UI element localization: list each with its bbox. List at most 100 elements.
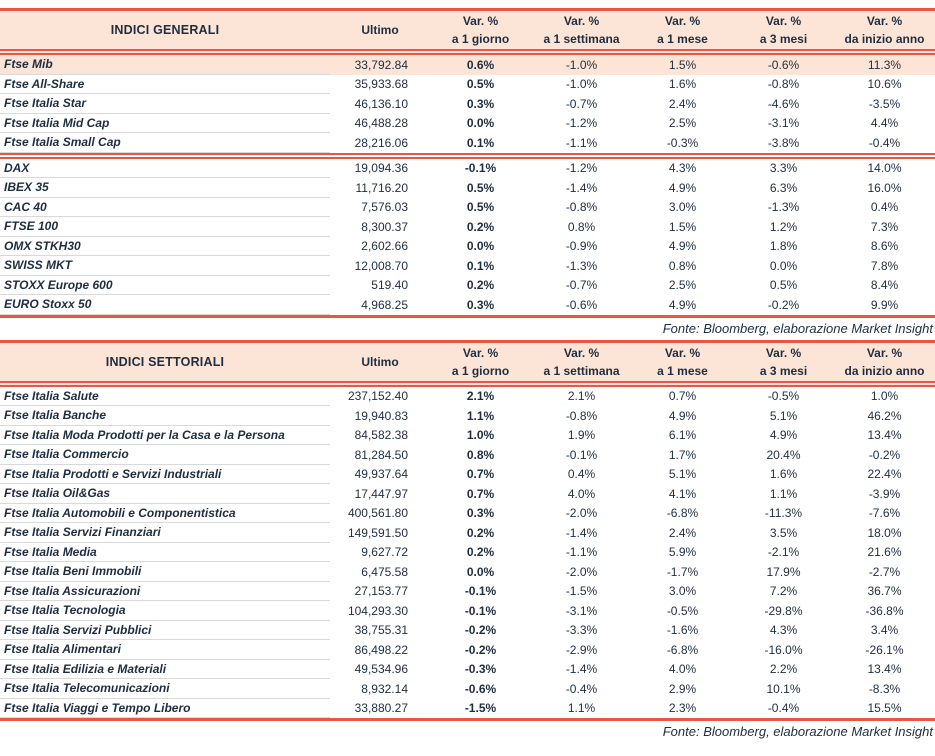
cell-var_1w: -1.2% (565, 161, 598, 176)
col-var-line2: a 1 giorno (451, 363, 510, 378)
cell-ultimo: 11,716.20 (355, 180, 409, 195)
cell-ultimo: 81,284.50 (354, 447, 408, 462)
cell-var_1w: -1.2% (565, 116, 598, 131)
cell-var_1g: 0.5% (466, 180, 495, 195)
cell-var_1m: 0.8% (668, 258, 697, 273)
index-name: DAX (0, 159, 330, 178)
cell-var_1m: 2.5% (668, 116, 697, 131)
cell-var_1m: 2.4% (668, 525, 697, 540)
table-row: Ftse Italia Tecnologia 104,293.30 -0.1% -3.… (0, 601, 935, 621)
table-row: Ftse Italia Prodotti e Servizi Industria… (0, 465, 935, 484)
cell-var_ytd: 4.4% (870, 116, 899, 131)
cell-var_ytd: 46.2% (867, 408, 902, 423)
cell-var_3m: 4.3% (769, 623, 798, 638)
cell-var_1w: -0.6% (565, 297, 598, 312)
cell-var_1m: 4.0% (668, 662, 697, 677)
cell-var_1w: -0.1% (565, 447, 598, 462)
cell-var_3m: 10.1% (766, 681, 801, 696)
index-name: Ftse Italia Alimentari (0, 640, 330, 660)
cell-var_ytd: 14.0% (867, 161, 902, 176)
cell-var_3m: 3.3% (769, 161, 798, 176)
table-row: IBEX 35 11,716.20 0.5% -1.4% 4.9% 6.3% 16.0% (0, 178, 935, 198)
cell-var_1g: -0.2% (464, 642, 497, 657)
cell-ultimo: 28,216.06 (354, 135, 408, 150)
cell-var_1w: 0.8% (567, 219, 596, 234)
cell-var_3m: 0.0% (769, 258, 798, 273)
index-name: Ftse Italia Edilizia e Materiali (0, 660, 330, 679)
cell-ultimo: 17,447.97 (354, 486, 408, 501)
cell-ultimo: 19,094.36 (354, 161, 408, 176)
cell-var_1m: 3.0% (668, 584, 697, 599)
cell-var_3m: -3.1% (767, 116, 800, 131)
col-var-1-giorno: Var. % a 1 giorno (430, 12, 531, 48)
cell-ultimo: 84,582.38 (354, 428, 408, 443)
cell-var_1m: -1.6% (666, 623, 699, 638)
cell-var_1g: 2.1% (466, 389, 495, 404)
col-var-line1: Var. % (462, 345, 499, 360)
col-var-line2: a 3 mesi (759, 32, 808, 46)
index-name: Ftse Italia Beni Immobili (0, 562, 330, 582)
cell-ultimo: 2,602.66 (361, 239, 408, 254)
cell-var_1m: 6.1% (668, 428, 697, 443)
cell-var_1m: 2.3% (668, 701, 697, 716)
table-title: INDICI SETTORIALI (105, 354, 225, 369)
cell-var_1w: -0.4% (565, 681, 598, 696)
cell-var_1g: -1.5% (464, 701, 497, 716)
cell-var_ytd: 22.4% (867, 467, 902, 482)
cell-var_1w: -1.1% (565, 545, 598, 560)
cell-var_1g: 1.0% (466, 428, 495, 443)
cell-var_ytd: 1.0% (870, 389, 899, 404)
cell-var_3m: 3.5% (769, 525, 798, 540)
cell-var_1m: 4.1% (668, 486, 697, 501)
index-name: Ftse Italia Commercio (0, 445, 330, 465)
index-name: EURO Stoxx 50 (0, 295, 330, 315)
cell-var_ytd: -36.8% (865, 603, 904, 618)
cell-var_1m: 5.9% (668, 545, 697, 560)
index-name: Ftse Italia Viaggi e Tempo Libero (0, 699, 330, 718)
col-var-line2: a 1 giorno (451, 32, 510, 46)
cell-var_1m: 5.1% (668, 467, 697, 482)
cell-ultimo: 519.40 (371, 278, 408, 293)
cell-var_ytd: -7.6% (868, 506, 901, 521)
index-name: Ftse Italia Media (0, 543, 330, 562)
cell-var_ytd: -3.9% (868, 486, 901, 501)
cell-var_1g: 1.1% (466, 408, 495, 423)
cell-var_1g: 0.7% (466, 467, 495, 482)
cell-ultimo: 35,933.68 (354, 77, 408, 92)
cell-var_1g: -0.1% (464, 584, 497, 599)
cell-var_3m: -3.8% (767, 135, 800, 150)
cell-var_ytd: 10.6% (867, 77, 902, 92)
cell-var_1m: 1.5% (668, 219, 697, 234)
cell-var_3m: -16.0% (764, 642, 803, 657)
index-name: Ftse Italia Tecnologia (0, 601, 330, 621)
cell-var_1m: -0.5% (666, 603, 699, 618)
table-row: Ftse Mib 33,792.84 0.6% -1.0% 1.5% -0.6% 11.3% (0, 55, 935, 75)
table-row: Ftse Italia Oil&Gas 17,447.97 0.7% 4.0% 4.1%… (0, 484, 935, 504)
col-var-line1: Var. % (866, 14, 903, 28)
indici-settoriali-body: Ftse Italia Salute 237,152.40 2.1% 2.1% 0.7%… (0, 387, 935, 718)
table-row: Ftse Italia Telecomunicazioni 8,932.14 -0.… (0, 679, 935, 699)
cell-ultimo: 104,293.30 (347, 603, 408, 618)
index-name: Ftse All-Share (0, 75, 330, 94)
col-var-line1: Var. % (664, 14, 701, 28)
cell-var_3m: -0.5% (767, 389, 800, 404)
cell-var_ytd: 9.9% (870, 297, 899, 312)
cell-var_ytd: 36.7% (867, 584, 902, 599)
cell-ultimo: 33,792.84 (354, 57, 408, 72)
index-name: SWISS MKT (0, 256, 330, 276)
indici-settoriali-table: INDICI SETTORIALI Ultimo Var. % a 1 gior… (0, 339, 935, 721)
cell-var_1w: -0.7% (565, 278, 598, 293)
cell-var_1g: 0.3% (466, 506, 495, 521)
col-var-line2: a 3 mesi (759, 363, 808, 378)
table-row: EURO Stoxx 50 4,968.25 0.3% -0.6% 4.9% -0.2% 9… (0, 295, 935, 315)
col-var-da-inizio-anno: Var. % da inizio anno (834, 12, 935, 48)
index-name: Ftse Italia Mid Cap (0, 114, 330, 133)
index-name: FTSE 100 (0, 217, 330, 237)
cell-var_ytd: 21.6% (867, 545, 902, 560)
cell-ultimo: 8,300.37 (361, 219, 408, 234)
index-name: Ftse Italia Salute (0, 387, 330, 406)
cell-var_1w: 0.4% (567, 467, 596, 482)
cell-var_1g: 0.3% (466, 297, 495, 312)
cell-ultimo: 6,475.58 (361, 564, 408, 579)
index-name: Ftse Italia Oil&Gas (0, 484, 330, 504)
